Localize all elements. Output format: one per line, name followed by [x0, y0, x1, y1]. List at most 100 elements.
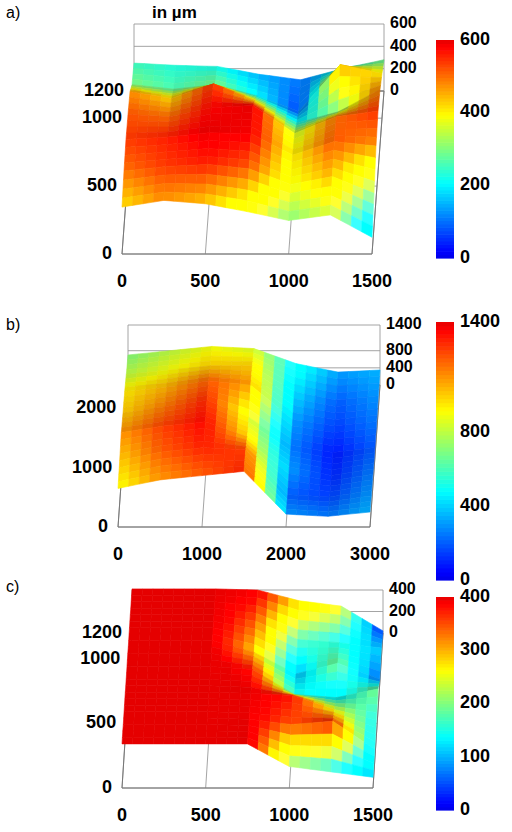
surface-patch	[195, 193, 206, 203]
color-bar-strip	[436, 166, 454, 170]
surface-patch	[165, 65, 176, 72]
color-bar-strip	[436, 43, 454, 47]
color-bar-strip	[436, 423, 454, 428]
surface-patch	[158, 660, 169, 666]
surface-patch	[219, 693, 230, 700]
color-bar-strip	[436, 248, 454, 252]
surface-patch	[184, 589, 195, 596]
z-tick-label: 0	[389, 623, 398, 640]
surface-patch	[222, 347, 233, 352]
surface-patch	[181, 628, 192, 634]
surface-patch	[289, 756, 300, 768]
surface-patch	[135, 705, 146, 711]
surface	[118, 346, 380, 516]
surface-patch	[231, 113, 242, 120]
surface-patch	[131, 602, 142, 609]
surface-patch	[299, 482, 310, 490]
color-bar-strip	[436, 64, 454, 68]
surface-patch	[218, 712, 229, 719]
surface-patch	[221, 356, 232, 361]
color-bar-strip	[436, 415, 454, 420]
color-bar-strip	[436, 471, 454, 476]
surface-patch	[172, 450, 183, 458]
color-bar-strip	[436, 244, 454, 248]
color-bar-strip	[436, 163, 454, 167]
surface-patch	[194, 602, 205, 609]
surface-patch	[301, 735, 312, 747]
color-bar-strip	[436, 378, 454, 383]
surface-patch	[165, 718, 176, 724]
surface-patch	[181, 470, 192, 478]
surface-patch	[187, 705, 198, 711]
surface-patch	[219, 141, 230, 150]
color-bar-strip	[436, 326, 454, 331]
x-tick-label: 1000	[269, 271, 309, 291]
color-bar-strip	[436, 463, 454, 468]
surface-patch	[155, 712, 166, 719]
y-tick-label: 1000	[80, 648, 120, 668]
color-bar-strip	[436, 487, 454, 492]
surface-patch	[124, 162, 135, 171]
surface-patch	[140, 615, 151, 621]
surface-patch	[239, 159, 250, 169]
surface-patch	[132, 589, 143, 596]
surface-patch	[194, 595, 205, 601]
surface-patch	[173, 602, 184, 609]
surface-patch	[229, 699, 240, 706]
surface-patch	[291, 710, 302, 718]
surface-patch	[177, 699, 188, 706]
surface-patch	[366, 129, 377, 138]
surface-patch	[211, 107, 222, 114]
surface-patch	[128, 647, 139, 654]
surface-patch	[139, 634, 150, 641]
surface-patch	[309, 621, 320, 632]
color-bar-strip	[436, 520, 454, 525]
surface-patch	[166, 712, 177, 719]
surface-patch	[200, 660, 211, 666]
surface-patch	[202, 468, 213, 476]
color-bar-strip	[436, 540, 454, 545]
surface-patch	[337, 379, 348, 387]
color-bar-strip	[436, 548, 454, 553]
surface-patch	[147, 127, 158, 133]
surface-patch	[294, 689, 305, 695]
surface-patch	[127, 127, 138, 133]
y-tick-label: 0	[98, 516, 108, 536]
surface-patch	[137, 121, 148, 127]
x-tick-label: 1500	[353, 805, 393, 825]
surface-patch	[145, 712, 156, 719]
surface-patch	[362, 64, 373, 66]
surface-patch	[171, 628, 182, 634]
surface-patch	[136, 679, 147, 686]
surface-patch	[186, 725, 197, 732]
surface-patch	[228, 167, 239, 179]
color-bar-strip	[436, 101, 454, 105]
color-bar-strip	[436, 227, 454, 231]
surface-patch	[180, 647, 191, 654]
surface-patch	[241, 370, 252, 375]
surface-patch	[291, 724, 302, 735]
surface-patch	[156, 145, 167, 153]
surface-patch	[227, 187, 238, 199]
surface-patch	[135, 154, 146, 163]
color-bar-strip	[436, 238, 454, 242]
surface-patch	[243, 348, 254, 353]
color-bar-strip	[436, 60, 454, 64]
surface-patch	[318, 506, 329, 511]
color-bar-strip	[436, 255, 454, 259]
surface-patch	[247, 201, 258, 214]
surface-patch	[295, 683, 306, 689]
surface-patch	[290, 746, 301, 757]
surface-patch	[186, 165, 197, 175]
surface-patch	[218, 705, 229, 712]
surface-patch	[319, 491, 330, 497]
surface-patch	[340, 65, 351, 77]
surface-patch	[183, 602, 194, 609]
surface-patch	[177, 692, 188, 698]
y-tick-label: 500	[86, 712, 116, 732]
surface-patch	[154, 725, 165, 732]
surface-patch	[184, 595, 195, 601]
surface-patch	[191, 641, 202, 647]
surface-patch	[203, 615, 214, 621]
surface-patch	[231, 361, 242, 366]
